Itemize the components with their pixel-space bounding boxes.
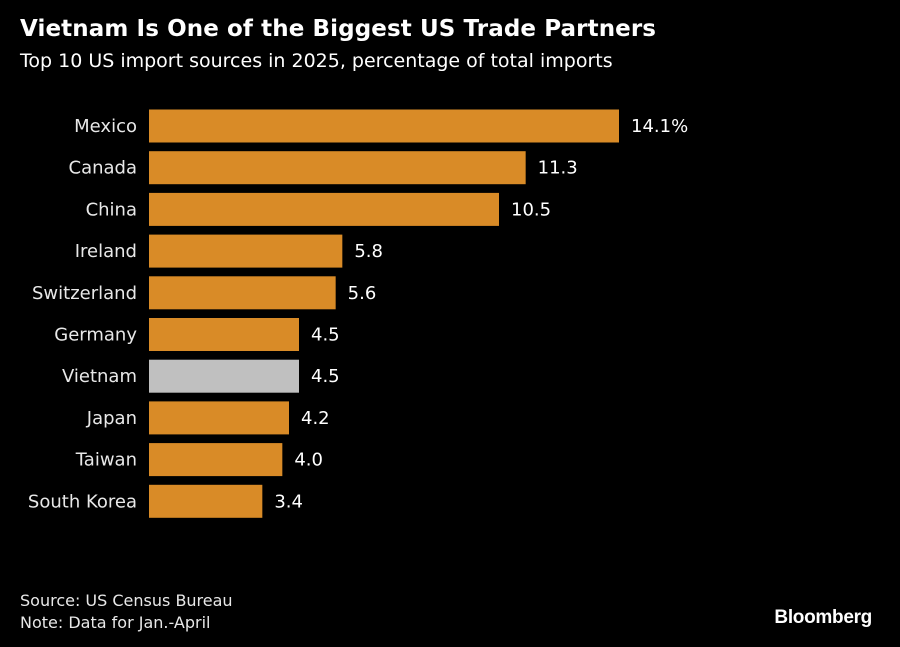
bar-japan xyxy=(149,401,289,435)
data-note: Note: Data for Jan.-April xyxy=(20,613,211,632)
bar-south-korea xyxy=(149,484,263,518)
category-label-japan: Japan xyxy=(86,408,137,429)
chart-title: Vietnam Is One of the Biggest US Trade P… xyxy=(20,16,657,42)
category-label-taiwan: Taiwan xyxy=(75,450,137,471)
category-label-mexico: Mexico xyxy=(74,116,137,137)
bar-germany xyxy=(149,318,299,351)
value-label-mexico: 14.1% xyxy=(631,116,688,137)
category-label-south-korea: South Korea xyxy=(28,491,137,512)
category-label-vietnam: Vietnam xyxy=(62,366,137,387)
source-note: Source: US Census Bureau xyxy=(20,591,233,610)
value-label-germany: 4.5 xyxy=(311,325,340,346)
bar-taiwan xyxy=(149,443,283,477)
bar-mexico xyxy=(149,109,619,143)
value-label-vietnam: 4.5 xyxy=(311,366,340,387)
category-label-switzerland: Switzerland xyxy=(32,283,137,304)
value-label-ireland: 5.8 xyxy=(354,241,383,262)
chart-subtitle: Top 10 US import sources in 2025, percen… xyxy=(20,50,613,72)
value-label-japan: 4.2 xyxy=(301,408,330,429)
bar-canada xyxy=(149,151,526,185)
bar-china xyxy=(149,192,499,226)
category-label-canada: Canada xyxy=(69,158,138,179)
value-label-china: 10.5 xyxy=(511,199,551,220)
bar-switzerland xyxy=(149,276,336,310)
category-label-germany: Germany xyxy=(54,325,137,346)
category-label-china: China xyxy=(86,199,137,220)
bar-vietnam xyxy=(149,359,299,393)
category-label-ireland: Ireland xyxy=(75,241,137,262)
value-label-switzerland: 5.6 xyxy=(348,283,377,304)
value-label-south-korea: 3.4 xyxy=(274,491,303,512)
bloomberg-logo: Bloomberg xyxy=(774,607,872,628)
value-label-canada: 11.3 xyxy=(538,158,578,179)
value-label-taiwan: 4.0 xyxy=(294,450,323,471)
bar-ireland xyxy=(149,234,343,268)
